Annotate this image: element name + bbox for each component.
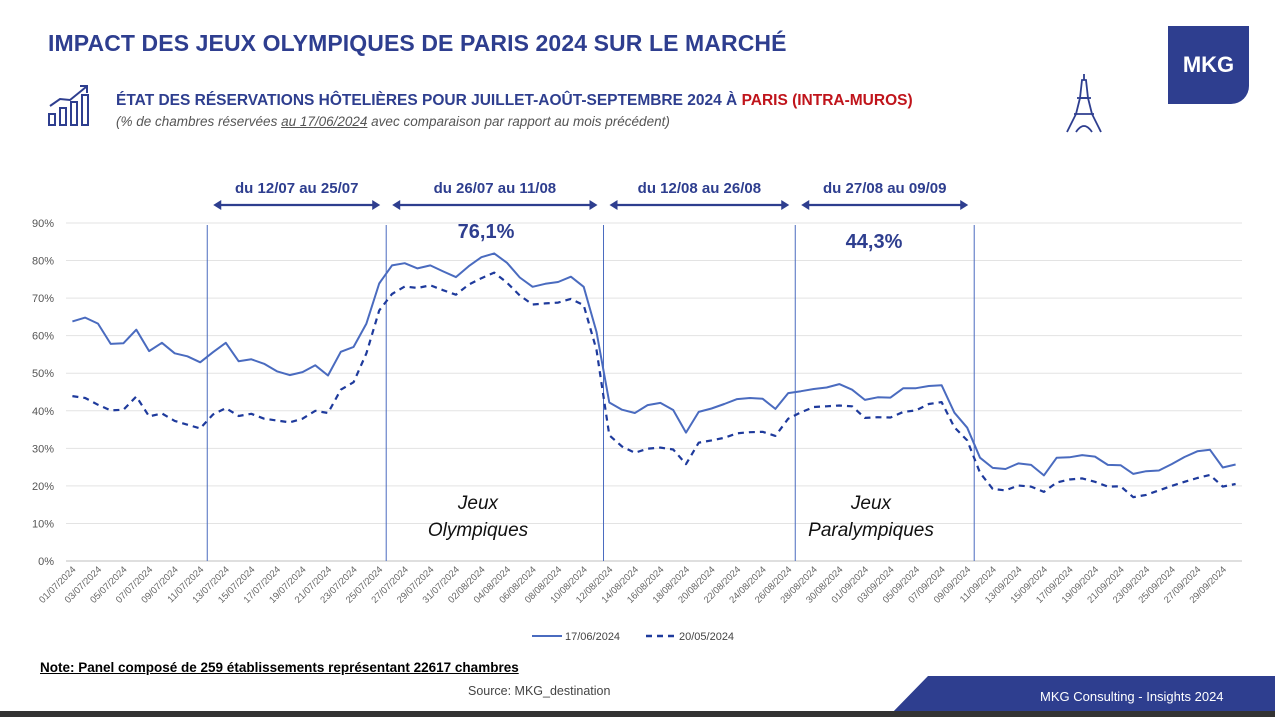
chart-subtitle: ÉTAT DES RÉSERVATIONS HÔTELIÈRES POUR JU… <box>116 92 913 110</box>
y-tick-label: 30% <box>32 443 54 455</box>
chart-note: (% de chambres réservées au 17/06/2024 a… <box>116 114 670 129</box>
series-line-20-05-2024 <box>72 271 1236 499</box>
y-tick-label: 20% <box>32 481 54 493</box>
source-text: Source: MKG_destination <box>468 684 611 698</box>
footer-band <box>888 676 1275 717</box>
paralympic-label-line2: Paralympiques <box>808 520 934 541</box>
panel-note: Note: Panel composé de 259 établissement… <box>40 660 519 675</box>
subtitle-main: ÉTAT DES RÉSERVATIONS HÔTELIÈRES POUR JU… <box>116 92 742 109</box>
page-title: IMPACT DES JEUX OLYMPIQUES DE PARIS 2024… <box>48 30 787 56</box>
y-tick-label: 60% <box>32 331 54 343</box>
y-tick-label: 80% <box>32 256 54 268</box>
legend: 17/06/2024 20/05/2024 <box>532 631 734 643</box>
eiffel-tower-icon <box>1066 74 1102 133</box>
period-arrowhead-right <box>372 200 381 210</box>
olympic-label-line2: Olympiques <box>428 520 529 541</box>
subtitle-red: PARIS (INTRA-MUROS) <box>741 92 913 109</box>
period-arrowhead-right <box>589 200 598 210</box>
note-prefix: (% de chambres réservées <box>116 114 282 129</box>
paralympic-percentage: 44,3% <box>846 231 903 253</box>
y-tick-label: 0% <box>38 556 54 568</box>
period-arrowhead-right <box>960 200 969 210</box>
mkg-logo: MKG <box>1168 26 1249 104</box>
olympic-label-line1: Jeux <box>457 493 500 514</box>
footer-brand: MKG Consulting - Insights 2024 <box>1040 689 1224 704</box>
period-label: du 12/08 au 26/08 <box>638 180 761 197</box>
y-tick-label: 90% <box>32 218 54 230</box>
note-suffix: avec comparaison par rapport au mois pré… <box>367 114 670 129</box>
period-arrowhead-left <box>213 200 222 210</box>
legend-label-solid: 17/06/2024 <box>565 631 620 643</box>
y-tick-label: 50% <box>32 368 54 380</box>
note-date: au 17/06/2024 <box>281 114 368 129</box>
period-arrowhead-left <box>801 200 810 210</box>
period-arrowhead-right <box>781 200 790 210</box>
paralympic-label-line1: Jeux <box>850 493 893 514</box>
y-tick-label: 70% <box>32 293 54 305</box>
legend-label-dashed: 20/05/2024 <box>679 631 734 643</box>
bar-chart-growth-icon <box>48 85 89 126</box>
period-label: du 27/08 au 09/09 <box>823 180 946 197</box>
y-tick-label: 10% <box>32 518 54 530</box>
bottom-divider <box>0 711 1275 717</box>
olympic-percentage: 76,1% <box>458 221 515 243</box>
period-label: du 26/07 au 11/08 <box>434 180 557 197</box>
period-label: du 12/07 au 25/07 <box>235 180 358 197</box>
series-line-17-06-2024 <box>72 252 1236 477</box>
period-arrowhead-left <box>392 200 401 210</box>
y-tick-label: 40% <box>32 406 54 418</box>
period-arrowhead-left <box>609 200 618 210</box>
